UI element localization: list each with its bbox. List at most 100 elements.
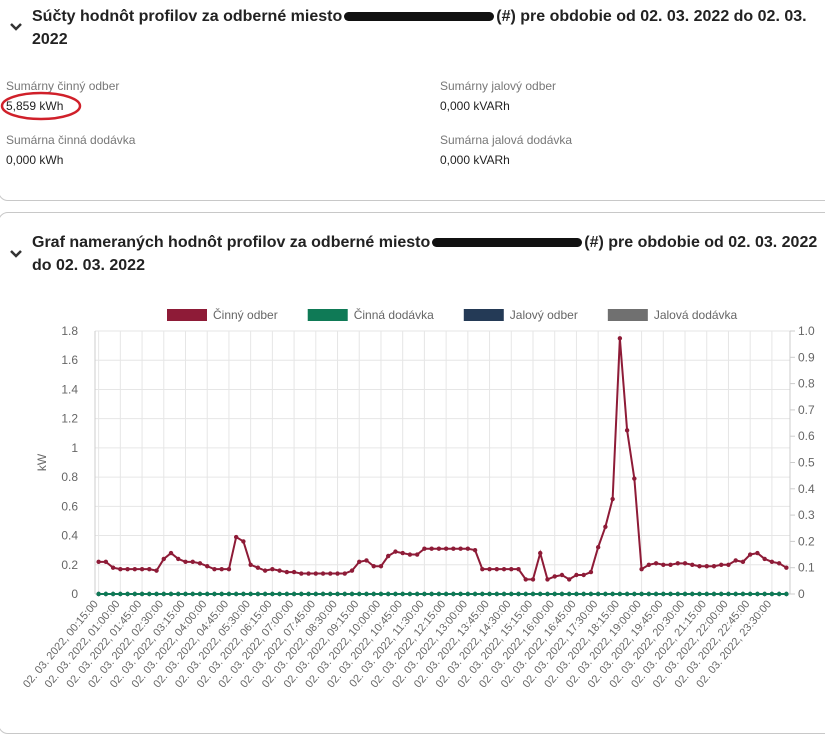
data-point xyxy=(147,591,152,597)
data-point xyxy=(154,568,159,573)
data-point xyxy=(690,562,695,567)
data-point xyxy=(740,591,746,597)
data-point xyxy=(118,591,123,597)
data-point xyxy=(538,591,543,597)
data-point xyxy=(711,591,717,597)
data-point xyxy=(487,566,492,572)
data-point xyxy=(776,561,782,566)
data-point xyxy=(682,591,688,597)
data-point xyxy=(335,591,340,597)
y2-tick-label: 0.1 xyxy=(798,561,815,575)
data-point xyxy=(668,591,673,597)
data-point xyxy=(299,591,304,597)
data-point xyxy=(509,591,514,597)
data-point xyxy=(668,562,673,567)
field-value: 0,000 kVARh xyxy=(440,99,510,113)
collapse-icon[interactable] xyxy=(9,22,23,32)
data-point xyxy=(161,591,166,597)
data-point xyxy=(610,496,615,502)
data-point xyxy=(632,591,637,597)
data-point xyxy=(328,591,333,597)
data-point xyxy=(566,591,572,597)
data-point xyxy=(472,591,478,597)
data-point xyxy=(733,558,738,563)
data-point xyxy=(103,559,109,565)
y2-tick-label: 0.9 xyxy=(798,350,815,364)
data-point xyxy=(313,571,319,576)
data-point xyxy=(545,577,550,582)
data-point xyxy=(342,571,347,576)
redaction xyxy=(344,12,495,22)
data-point xyxy=(465,591,471,597)
y-tick-label: 1.8 xyxy=(61,324,78,338)
data-point xyxy=(132,591,138,597)
data-point xyxy=(414,552,420,557)
data-point xyxy=(595,545,601,550)
data-point xyxy=(675,591,680,597)
data-point xyxy=(197,561,203,566)
data-point xyxy=(270,591,275,597)
field-value: 0,000 kWh xyxy=(6,153,64,167)
data-point xyxy=(205,564,210,569)
data-point xyxy=(233,591,239,597)
data-point xyxy=(769,559,775,565)
data-point xyxy=(364,558,369,563)
data-point xyxy=(559,591,565,597)
legend-swatch xyxy=(167,309,207,321)
data-point xyxy=(465,546,471,551)
data-point xyxy=(400,550,405,556)
data-point xyxy=(755,550,760,556)
data-point xyxy=(154,591,159,597)
data-point xyxy=(422,591,427,597)
data-point xyxy=(588,591,594,597)
data-point xyxy=(183,591,188,597)
data-point xyxy=(617,591,623,597)
summary-panel xyxy=(0,0,825,201)
data-point xyxy=(262,568,268,573)
data-point xyxy=(205,591,210,597)
data-point xyxy=(480,591,485,597)
data-point xyxy=(574,591,579,597)
data-point xyxy=(646,591,652,597)
y-axis-label: kW xyxy=(35,453,49,471)
data-point xyxy=(494,566,499,572)
data-point xyxy=(248,591,253,597)
data-point xyxy=(501,591,507,597)
data-point xyxy=(552,591,557,597)
data-point xyxy=(103,591,109,597)
data-point xyxy=(212,591,217,597)
data-point xyxy=(747,552,753,557)
data-point xyxy=(357,559,362,565)
legend-swatch xyxy=(607,309,648,321)
data-point xyxy=(219,591,224,597)
data-point xyxy=(719,591,724,597)
data-point xyxy=(320,591,326,597)
data-point xyxy=(733,591,738,597)
collapse-icon[interactable] xyxy=(9,249,23,259)
data-point xyxy=(335,571,340,576)
data-point xyxy=(762,556,767,562)
y-tick-label: 0.2 xyxy=(61,558,78,572)
data-point xyxy=(364,591,369,597)
data-point xyxy=(646,562,652,567)
data-point xyxy=(212,566,217,572)
legend-swatch xyxy=(307,309,348,321)
field-value: 5,859 kWh xyxy=(6,99,64,113)
data-point xyxy=(96,559,101,565)
data-point xyxy=(262,591,268,597)
y-tick-label: 1.2 xyxy=(61,412,78,426)
data-point xyxy=(414,591,420,597)
data-point xyxy=(581,591,586,597)
redaction xyxy=(432,238,583,248)
data-point xyxy=(349,591,355,597)
data-point xyxy=(277,568,282,573)
data-point xyxy=(147,566,152,572)
data-point xyxy=(545,591,550,597)
data-point xyxy=(386,553,391,559)
data-point xyxy=(472,547,478,553)
data-point xyxy=(176,556,181,562)
data-point xyxy=(386,591,391,597)
data-point xyxy=(349,568,355,573)
series-line xyxy=(98,338,787,581)
